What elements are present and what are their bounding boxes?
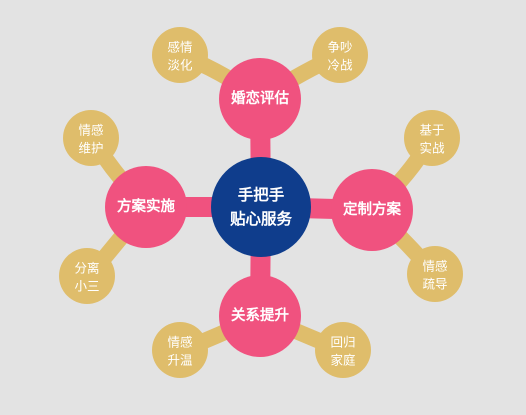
branch-label: 婚恋评估 bbox=[231, 89, 289, 107]
leaf-label-line1: 争吵 bbox=[327, 40, 352, 55]
leaf-node-bottom-right: 回归 家庭 bbox=[315, 322, 371, 378]
leaf-label-line1: 基于 bbox=[419, 123, 444, 138]
leaf-label-line2: 冷战 bbox=[327, 58, 353, 73]
leaf-node-bottom-left: 情感 升温 bbox=[152, 322, 208, 378]
leaf-label-line1: 情感 bbox=[167, 335, 192, 350]
leaf-label-line2: 淡化 bbox=[167, 58, 193, 73]
leaf-label-line1: 回归 bbox=[330, 335, 355, 350]
branch-node-bottom: 关系提升 bbox=[219, 275, 301, 357]
leaf-label-line2: 疏导 bbox=[422, 277, 447, 292]
center-label-line1: 手把手 bbox=[238, 185, 285, 204]
branch-node-left: 方案实施 bbox=[105, 166, 187, 248]
leaf-node-right-bottom: 情感 疏导 bbox=[407, 246, 463, 302]
leaf-node-left-top: 情感 维护 bbox=[63, 110, 119, 166]
branch-label: 方案实施 bbox=[117, 197, 175, 215]
leaf-label-line2: 家庭 bbox=[330, 353, 356, 368]
leaf-node-right-top: 基于 实战 bbox=[404, 110, 460, 166]
leaf-label-line1: 分离 bbox=[74, 261, 99, 276]
leaf-label-line2: 升温 bbox=[167, 353, 193, 368]
leaf-label-line1: 情感 bbox=[78, 123, 103, 138]
leaf-node-top-right: 争吵 冷战 bbox=[312, 27, 368, 83]
center-label-line2: 贴心服务 bbox=[230, 209, 293, 228]
leaf-label-line2: 实战 bbox=[419, 141, 445, 156]
leaf-node-left-bottom: 分离 小三 bbox=[59, 248, 115, 304]
branch-node-right: 定制方案 bbox=[331, 169, 413, 251]
leaf-label-line2: 维护 bbox=[78, 141, 103, 156]
branch-node-top: 婚恋评估 bbox=[219, 58, 301, 140]
leaf-label-line2: 小三 bbox=[74, 279, 99, 294]
leaf-label-line1: 情感 bbox=[422, 259, 447, 274]
leaf-node-top-left: 感情 淡化 bbox=[152, 27, 208, 83]
center-node: 手把手 贴心服务 bbox=[211, 157, 311, 257]
branch-label: 定制方案 bbox=[343, 200, 401, 218]
leaf-label-line1: 感情 bbox=[167, 40, 192, 55]
branch-label: 关系提升 bbox=[231, 306, 289, 324]
